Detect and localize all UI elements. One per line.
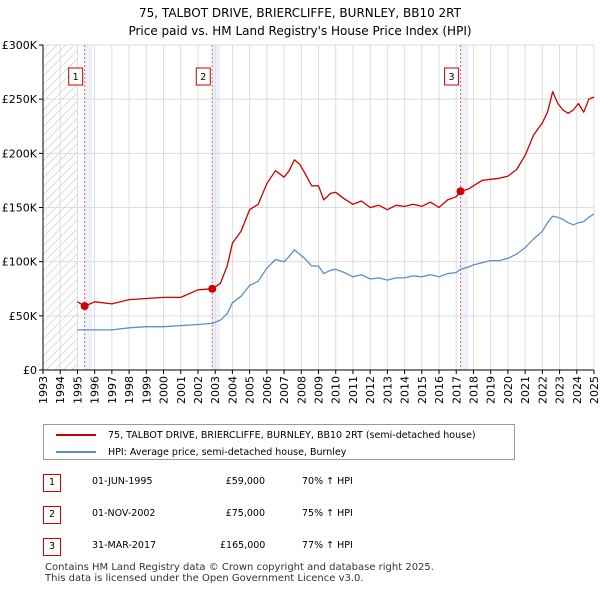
x-tick-label: 2025 — [588, 376, 600, 404]
sale-price: £165,000 — [220, 540, 266, 551]
sale-marker-box — [68, 67, 84, 86]
sale-marker-label: 1 — [73, 72, 79, 83]
x-tick-label: 2020 — [502, 376, 515, 404]
x-tick-label: 2007 — [278, 376, 291, 404]
x-tick-label: 2003 — [209, 376, 222, 404]
x-tick-label: 2009 — [313, 376, 326, 404]
x-tick-label: 2011 — [347, 376, 360, 404]
sale-marker-badge: 2 — [43, 506, 61, 524]
x-tick-label: 2014 — [399, 376, 412, 404]
x-tick-label: 1994 — [54, 376, 67, 404]
sale-marker-label: 3 — [449, 72, 455, 83]
sale-hpi-change: 70% ↑ HPI — [302, 476, 353, 487]
x-tick-label: 2005 — [244, 376, 257, 404]
y-tick-label: £200K — [2, 147, 38, 160]
sales-table: 1 01-JUN-1995 £59,000 70% ↑ HPI 2 01-NOV… — [42, 474, 582, 570]
legend-label-property: 75, TALBOT DRIVE, BRIERCLIFFE, BURNLEY, … — [108, 429, 476, 441]
x-tick-label: 2018 — [467, 376, 480, 404]
sale-marker-label: 2 — [200, 72, 206, 83]
sale-point — [208, 284, 217, 293]
x-tick-label: 1998 — [123, 376, 136, 404]
sale-hpi-change: 77% ↑ HPI — [302, 540, 353, 551]
sale-point — [80, 302, 89, 311]
legend-label-hpi: HPI: Average price, semi-detached house,… — [108, 446, 347, 458]
sale-date: 01-NOV-2002 — [92, 508, 156, 519]
sale-marker-badge: 3 — [43, 538, 61, 556]
sale-marker-box — [195, 67, 211, 86]
x-tick-label: 2019 — [485, 376, 498, 404]
sale-price: £59,000 — [225, 476, 265, 487]
y-tick-label: £300K — [2, 39, 38, 52]
x-tick-label: 2015 — [416, 376, 429, 404]
series-line-property — [77, 90, 595, 307]
series-line-hpi — [77, 213, 595, 331]
x-tick-label: 2010 — [330, 376, 343, 404]
sale-date: 31-MAR-2017 — [92, 540, 157, 551]
table-row: 2 01-NOV-2002 £75,000 75% ↑ HPI — [42, 506, 582, 538]
x-tick-label: 1996 — [89, 376, 102, 404]
legend-swatch-hpi — [56, 451, 96, 453]
sale-marker-badge: 1 — [43, 474, 61, 492]
y-tick-label: £150K — [2, 202, 38, 215]
footer-line-1: Contains HM Land Registry data © Crown c… — [45, 562, 434, 573]
table-row: 1 01-JUN-1995 £59,000 70% ↑ HPI — [42, 474, 582, 506]
legend-item-hpi: HPI: Average price, semi-detached house,… — [56, 444, 346, 460]
x-tick-label: 2012 — [364, 376, 377, 404]
chart-subtitle: Price paid vs. HM Land Registry's House … — [128, 24, 472, 38]
x-tick-label: 2004 — [226, 376, 239, 404]
x-tick-label: 2021 — [519, 376, 532, 404]
x-tick-label: 2001 — [175, 376, 188, 404]
x-tick-label: 2002 — [192, 376, 205, 404]
y-tick-label: £50K — [9, 310, 38, 323]
x-tick-label: 2000 — [158, 376, 171, 404]
footer-line-2: This data is licensed under the Open Gov… — [45, 573, 364, 584]
x-tick-label: 1995 — [71, 376, 84, 404]
sale-date: 01-JUN-1995 — [92, 476, 153, 487]
sale-marker-box — [444, 67, 460, 86]
x-tick-label: 2008 — [295, 376, 308, 404]
chart-legend: 75, TALBOT DRIVE, BRIERCLIFFE, BURNLEY, … — [43, 424, 515, 460]
chart-title-line: 75, TALBOT DRIVE, BRIERCLIFFE, BURNLEY, … — [139, 6, 461, 20]
sale-price: £75,000 — [225, 508, 265, 519]
x-tick-label: 2016 — [433, 376, 446, 404]
legend-swatch-property — [56, 434, 96, 436]
x-tick-label: 2013 — [381, 376, 394, 404]
x-tick-label: 2006 — [261, 376, 274, 404]
footer-attribution: Contains HM Land Registry data © Crown c… — [45, 562, 434, 584]
x-tick-label: 1997 — [106, 376, 119, 404]
x-tick-label: 2023 — [554, 376, 567, 404]
table-row: 3 31-MAR-2017 £165,000 77% ↑ HPI — [42, 538, 582, 570]
x-tick-label: 1993 — [37, 376, 50, 404]
sale-point — [456, 187, 465, 196]
y-tick-label: £250K — [2, 93, 38, 106]
legend-item-property: 75, TALBOT DRIVE, BRIERCLIFFE, BURNLEY, … — [56, 427, 476, 443]
sale-hpi-change: 75% ↑ HPI — [302, 508, 353, 519]
x-tick-label: 2022 — [536, 376, 549, 404]
price-chart: 1 2 3 £0 £50K £100K £150K £200K £250K £300K 1993 19… — [2, 39, 600, 404]
x-tick-label: 1999 — [140, 376, 153, 404]
chart-title: 75, TALBOT DRIVE, BRIERCLIFFE, BURNLEY, … — [0, 4, 600, 40]
x-tick-label: 2017 — [450, 376, 463, 404]
y-tick-label: £0 — [23, 364, 37, 377]
y-tick-label: £100K — [2, 256, 38, 269]
x-tick-label: 2024 — [571, 376, 584, 404]
